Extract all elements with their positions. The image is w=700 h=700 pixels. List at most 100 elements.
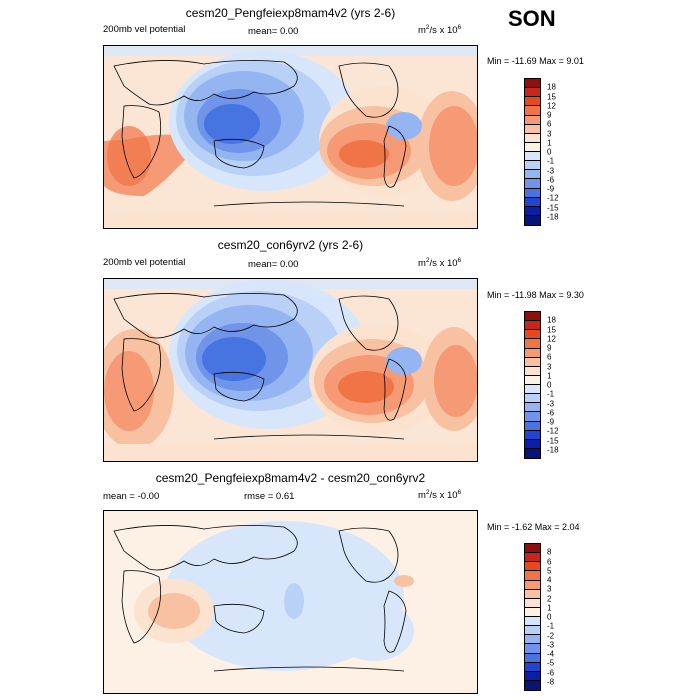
colorbar-swatch	[525, 626, 540, 636]
colorbar-swatch	[525, 562, 540, 572]
panel-3-minmax: Min = -1.62 Max = 2.04	[487, 522, 580, 532]
panel-2-velocity-potential-map	[104, 279, 477, 461]
panel-2-title: cesm20_con6yrv2 (yrs 2-6)	[217, 238, 364, 252]
colorbar-tick-label: 3	[547, 129, 552, 138]
colorbar-swatch	[525, 448, 540, 458]
panel-2-map	[103, 278, 478, 462]
colorbar-tick-label: 1	[547, 371, 552, 381]
colorbar-swatch	[525, 385, 540, 395]
panel-3-units: m2/s x 106	[418, 489, 462, 502]
colorbar-swatch	[525, 97, 540, 107]
colorbar-swatch	[525, 617, 540, 627]
panel-2-left-label: 200mb vel potential	[103, 257, 186, 268]
panel-1-map	[103, 45, 478, 229]
colorbar-tick-label: -8	[547, 677, 555, 687]
colorbar-tick-label: 8	[547, 547, 552, 557]
colorbar-swatch	[525, 206, 540, 216]
colorbar-tick-label: -18	[547, 445, 559, 455]
colorbar-swatch	[525, 106, 540, 116]
panel-1-velocity-potential-map	[104, 46, 477, 228]
colorbar-swatch	[525, 598, 540, 608]
colorbar-tick-label: -6	[547, 408, 555, 418]
colorbar-tick-label: 15	[547, 325, 556, 334]
colorbar-swatch	[525, 79, 540, 89]
colorbar-tick-label: 0	[547, 380, 552, 390]
colorbar-swatch	[525, 161, 540, 171]
panel-3-colorbar	[524, 543, 541, 691]
colorbar-tick-label: -5	[547, 658, 555, 668]
season-label: SON	[508, 6, 556, 31]
panel-1-title: cesm20_Pengfeiexp8mam4v2 (yrs 2-6)	[185, 6, 396, 20]
colorbar-tick-label: 0	[547, 147, 552, 157]
colorbar-tick-label: 18	[547, 315, 556, 325]
panel-2-colorbar	[524, 311, 541, 459]
colorbar-tick-label: 1	[547, 603, 552, 613]
colorbar-tick-label: -15	[547, 203, 559, 212]
colorbar-swatch	[525, 142, 540, 152]
colorbar-tick-label: -9	[547, 184, 555, 194]
colorbar-tick-label: -4	[547, 649, 555, 659]
panel-1-mean-label: mean= 0.00	[248, 26, 299, 37]
panel-3-difference-map	[104, 511, 477, 693]
colorbar-tick-label: 0	[547, 612, 552, 622]
colorbar-swatch	[525, 680, 540, 690]
panel-3-rmse-label: rmse = 0.61	[244, 491, 295, 502]
colorbar-swatch	[525, 544, 540, 554]
colorbar-swatch	[525, 124, 540, 134]
colorbar-tick-label: 6	[547, 352, 552, 362]
colorbar-tick-label: 1	[547, 138, 552, 148]
colorbar-swatch	[525, 188, 540, 198]
colorbar-swatch	[525, 88, 540, 98]
panel-3-map	[103, 510, 478, 694]
colorbar-tick-label: 9	[547, 110, 552, 120]
colorbar-tick-label: 15	[547, 92, 556, 101]
colorbar-swatch	[525, 215, 540, 225]
colorbar-swatch	[525, 115, 540, 125]
colorbar-swatch	[525, 403, 540, 413]
colorbar-swatch	[525, 439, 540, 449]
colorbar-tick-label: -6	[547, 175, 555, 185]
panel-3-title: cesm20_Pengfeiexp8mam4v2 - cesm20_con6yr…	[155, 471, 426, 485]
colorbar-tick-label: 3	[547, 584, 552, 594]
colorbar-tick-label: -12	[547, 426, 559, 436]
colorbar-tick-label: -3	[547, 399, 555, 408]
colorbar-swatch	[525, 179, 540, 189]
colorbar-tick-label: 6	[547, 119, 552, 129]
colorbar-swatch	[525, 589, 540, 599]
colorbar-tick-label: 3	[547, 362, 552, 371]
colorbar-swatch	[525, 421, 540, 431]
colorbar-tick-label: -1	[547, 621, 555, 631]
colorbar-swatch	[525, 170, 540, 180]
colorbar-swatch	[525, 644, 540, 654]
colorbar-tick-label: -3	[547, 640, 555, 650]
colorbar-swatch	[525, 152, 540, 162]
panel-2-mean-label: mean= 0.00	[248, 259, 299, 270]
colorbar-tick-label: 9	[547, 343, 552, 353]
colorbar-tick-label: -18	[547, 212, 559, 222]
panel-1-left-label: 200mb vel potential	[103, 24, 186, 35]
panel-2-units: m2/s x 106	[418, 257, 462, 270]
colorbar-tick-label: -15	[547, 436, 559, 445]
colorbar-swatch	[525, 607, 540, 617]
colorbar-tick-label: -2	[547, 631, 555, 640]
panel-1-units: m2/s x 106	[418, 24, 462, 37]
colorbar-swatch	[525, 394, 540, 404]
colorbar-swatch	[525, 580, 540, 590]
panel-3-mean-label: mean = -0.00	[103, 491, 160, 502]
colorbar-swatch	[525, 662, 540, 672]
colorbar-tick-label: 12	[547, 334, 556, 344]
colorbar-swatch	[525, 412, 540, 422]
colorbar-tick-label: 12	[547, 101, 556, 111]
colorbar-swatch	[525, 312, 540, 322]
panel-1-colorbar	[524, 78, 541, 226]
colorbar-swatch	[525, 653, 540, 663]
colorbar-swatch	[525, 330, 540, 340]
colorbar-swatch	[525, 366, 540, 376]
colorbar-tick-label: 2	[547, 594, 552, 603]
colorbar-swatch	[525, 571, 540, 581]
panel-2-minmax: Min = -11.98 Max = 9.30	[487, 290, 584, 300]
panel-1-minmax: Min = -11.69 Max = 9.01	[487, 56, 584, 66]
colorbar-tick-label: -1	[547, 389, 555, 399]
colorbar-tick-label: -6	[547, 668, 555, 677]
colorbar-swatch	[525, 635, 540, 645]
